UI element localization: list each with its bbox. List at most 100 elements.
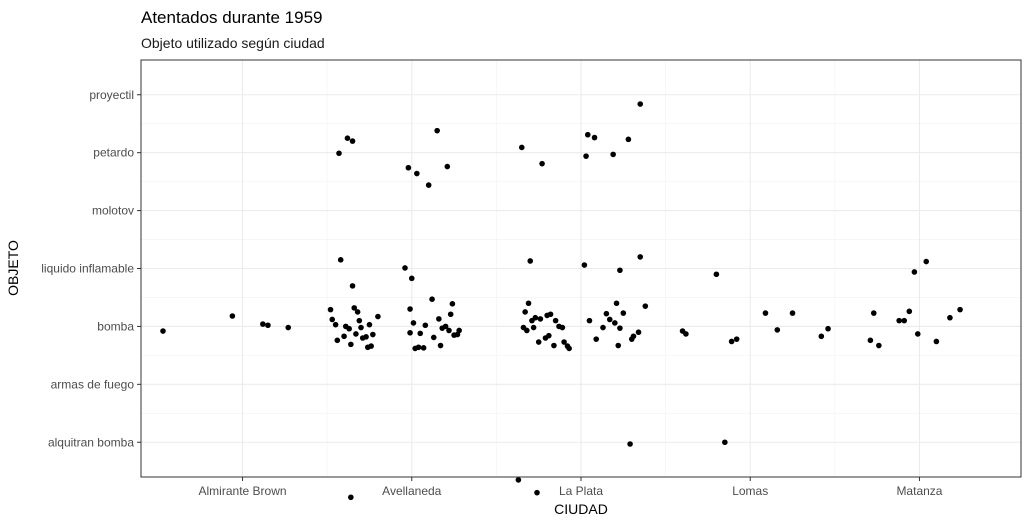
- y-tick-label: bomba: [97, 319, 134, 333]
- data-point: [366, 321, 373, 328]
- data-point: [586, 317, 593, 324]
- data-point: [610, 151, 616, 158]
- y-tick-label: petardo: [93, 146, 134, 160]
- data-point: [630, 333, 637, 340]
- data-point: [825, 325, 831, 332]
- data-point: [348, 341, 354, 348]
- data-point: [337, 257, 344, 263]
- data-point: [334, 337, 341, 344]
- x-axis-title: CIUDAD: [554, 501, 608, 517]
- data-point: [923, 258, 930, 265]
- data-point: [867, 337, 874, 344]
- data-point: [593, 336, 600, 342]
- data-point: [447, 311, 454, 318]
- data-point: [425, 182, 432, 188]
- data-point: [414, 170, 420, 177]
- data-point: [329, 316, 336, 323]
- data-point: [600, 324, 606, 331]
- y-tick-label: alquitran bomba: [48, 435, 134, 449]
- data-point: [410, 320, 417, 326]
- grid-lines: [141, 60, 1021, 477]
- data-point: [408, 275, 415, 282]
- data-point: [615, 342, 622, 349]
- x-axis: Almirante Brown Avellaneda La Plata Lomas Ma…: [199, 477, 943, 498]
- data-point: [535, 339, 542, 345]
- x-tick-label: Avellaneda: [382, 484, 441, 498]
- data-point: [332, 321, 339, 328]
- data-point: [537, 316, 544, 322]
- data-point: [354, 309, 361, 315]
- y-tick-label: liquido inflamable: [41, 262, 134, 276]
- data-points: [160, 101, 963, 501]
- chart-title: Atentados durante 1959: [141, 8, 323, 27]
- y-tick-label: armas de fuego: [51, 377, 135, 391]
- data-point: [637, 101, 644, 107]
- data-point: [444, 163, 451, 170]
- data-point: [566, 345, 572, 352]
- data-point: [407, 329, 413, 336]
- data-point: [532, 314, 539, 321]
- data-point: [617, 325, 623, 331]
- data-point: [430, 334, 437, 341]
- data-point: [625, 136, 632, 143]
- data-point: [933, 338, 940, 345]
- data-point: [906, 308, 913, 315]
- data-point: [525, 300, 532, 307]
- data-point: [947, 314, 953, 321]
- data-point: [353, 331, 359, 337]
- chart-subtitle: Objeto utilizado según ciudad: [141, 35, 325, 51]
- data-point: [530, 324, 537, 331]
- data-point: [446, 327, 452, 334]
- data-point: [349, 283, 356, 289]
- data-point: [344, 135, 351, 141]
- x-tick-label: La Plata: [559, 484, 603, 498]
- data-point: [870, 310, 877, 316]
- data-point: [818, 333, 825, 340]
- data-point: [728, 338, 735, 345]
- data-point: [285, 324, 292, 331]
- data-point: [876, 342, 882, 349]
- y-tick-label: molotov: [92, 204, 134, 218]
- data-point: [346, 325, 352, 332]
- data-point: [402, 265, 408, 271]
- x-tick-label: Matanza: [896, 484, 942, 498]
- data-point: [551, 342, 557, 349]
- data-point: [539, 160, 545, 167]
- data-point: [591, 134, 598, 141]
- data-point: [603, 310, 610, 317]
- data-point: [620, 310, 627, 316]
- data-point: [456, 327, 462, 334]
- data-point: [606, 316, 613, 323]
- data-point: [260, 321, 266, 327]
- data-point: [617, 267, 623, 274]
- data-point: [160, 328, 166, 334]
- data-point: [336, 150, 342, 157]
- data-point: [407, 306, 413, 312]
- data-point: [351, 305, 358, 311]
- data-point: [911, 269, 918, 275]
- data-point: [356, 317, 363, 324]
- data-point: [422, 322, 429, 329]
- data-point: [349, 138, 356, 144]
- y-axis-title: OBJETO: [5, 240, 21, 296]
- data-point: [405, 164, 412, 171]
- data-point: [341, 333, 347, 340]
- data-point: [522, 309, 528, 315]
- data-point: [713, 271, 720, 278]
- data-point: [368, 343, 374, 349]
- data-point: [515, 477, 522, 483]
- data-point: [375, 313, 381, 320]
- data-point: [527, 258, 534, 264]
- x-tick-label: Almirante Brown: [199, 484, 287, 498]
- data-point: [327, 306, 334, 313]
- data-point: [370, 331, 376, 338]
- y-axis: alquitran bomba armas de fuego bomba liquid…: [41, 88, 141, 449]
- data-point: [733, 336, 740, 342]
- data-point: [420, 345, 427, 351]
- data-point: [683, 331, 689, 337]
- data-point: [442, 323, 449, 330]
- data-point: [552, 317, 559, 324]
- data-point: [901, 317, 908, 324]
- data-point: [229, 313, 236, 319]
